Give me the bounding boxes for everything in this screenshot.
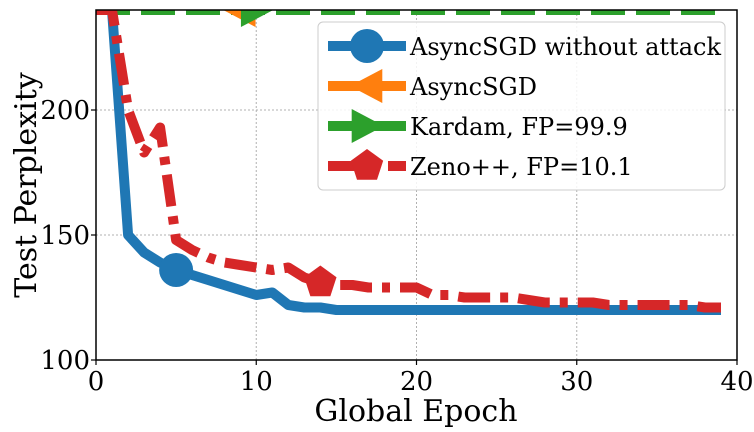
plot-markers: [159, 10, 337, 297]
series-marker-zeno-fp-10-1: [304, 265, 337, 297]
series-marker-asyncsgd-without-attack: [159, 253, 194, 287]
series-marker-kardam-fp-99-9: [240, 10, 274, 27]
x-tick-label: 30: [560, 367, 593, 397]
legend-box: [317, 21, 726, 191]
legend-label-zeno-fp-10-1: Zeno++, FP=10.1: [410, 153, 633, 181]
y-tick-label: 100: [40, 346, 90, 376]
series-line-asyncsgd-without-attack: [96, 10, 721, 315]
legend-label-asyncsgd: AsyncSGD: [409, 73, 537, 101]
legend-label-kardam-fp-99-9: Kardam, FP=99.9: [410, 113, 628, 141]
x-tick-label: 0: [88, 367, 105, 397]
legend-marker-kardam-fp-99-9: [351, 109, 384, 143]
x-tick-label: 20: [400, 367, 433, 397]
y-tick-label: 200: [40, 96, 90, 126]
legend-marker-asyncsgd: [350, 69, 383, 103]
legend-marker-asyncsgd-without-attack: [350, 29, 384, 63]
x-tick-label: 10: [240, 367, 273, 397]
y-axis-label: Test Perplexity: [9, 72, 44, 297]
x-axis-label: Global Epoch: [314, 394, 517, 429]
axis-ticks: 0 10 20 30 40 100 150 200: [40, 96, 753, 397]
series-line-zeno-fp-10-1: [96, 10, 721, 313]
plot-series: [96, 10, 721, 315]
legend: AsyncSGD without attack AsyncSGD Kardam, F…: [317, 21, 726, 191]
legend-marker-zeno-fp-10-1: [350, 149, 384, 180]
y-tick-label: 150: [40, 221, 90, 251]
legend-label-asyncsgd-without-attack: AsyncSGD without attack: [409, 33, 721, 61]
x-tick-label: 40: [720, 367, 753, 397]
